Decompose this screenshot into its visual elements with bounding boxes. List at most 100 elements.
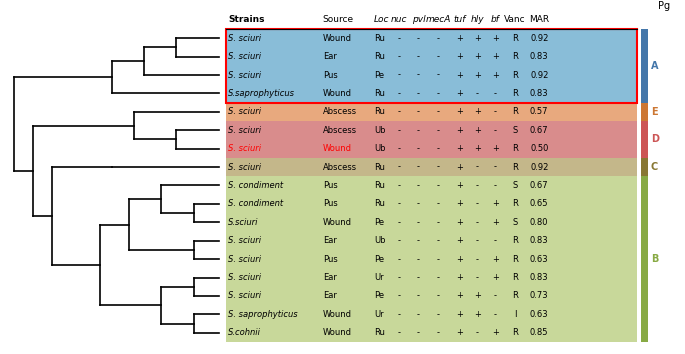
Bar [226, 103, 637, 121]
Text: -: - [397, 310, 400, 319]
Text: S. sciuri: S. sciuri [228, 52, 261, 61]
Bar [226, 158, 637, 176]
Text: -: - [417, 255, 420, 264]
Text: Strains: Strains [228, 15, 264, 24]
Text: Ear: Ear [323, 236, 336, 245]
Text: nuc: nuc [390, 15, 407, 24]
Text: +: + [492, 70, 499, 80]
Text: 0.50: 0.50 [530, 144, 549, 153]
Text: S: S [512, 181, 518, 190]
Text: -: - [476, 255, 479, 264]
Text: 0.85: 0.85 [530, 328, 549, 337]
Text: Pe: Pe [374, 255, 384, 264]
Text: Wound: Wound [323, 310, 351, 319]
Text: R: R [512, 199, 518, 209]
Text: -: - [476, 199, 479, 209]
Bar [641, 121, 648, 158]
Text: R: R [512, 107, 518, 116]
Text: -: - [436, 328, 440, 337]
Text: -: - [397, 218, 400, 227]
Text: Ru: Ru [374, 52, 385, 61]
Text: +: + [492, 34, 499, 43]
Text: +: + [456, 218, 463, 227]
Text: -: - [397, 291, 400, 301]
Text: S. saprophyticus: S. saprophyticus [228, 310, 298, 319]
Text: -: - [397, 52, 400, 61]
Text: +: + [456, 181, 463, 190]
Text: +: + [492, 218, 499, 227]
Text: Pe: Pe [374, 291, 384, 301]
Text: bf: bf [491, 15, 499, 24]
Text: Ub: Ub [374, 236, 386, 245]
Text: +: + [492, 52, 499, 61]
Text: -: - [397, 328, 400, 337]
Text: -: - [436, 218, 440, 227]
Text: Source: Source [323, 15, 353, 24]
Text: +: + [456, 107, 463, 116]
Text: R: R [512, 89, 518, 98]
Text: -: - [494, 310, 497, 319]
Text: +: + [456, 34, 463, 43]
Text: Pe: Pe [374, 218, 384, 227]
Text: Wound: Wound [323, 328, 351, 337]
Text: 0.80: 0.80 [530, 218, 549, 227]
Text: +: + [474, 291, 481, 301]
Text: +: + [492, 328, 499, 337]
Text: +: + [474, 144, 481, 153]
Text: -: - [397, 273, 400, 282]
Text: -: - [417, 236, 420, 245]
Text: -: - [397, 255, 400, 264]
Text: E: E [651, 107, 658, 117]
Text: R: R [512, 162, 518, 172]
Text: -: - [436, 89, 440, 98]
Text: R: R [512, 144, 518, 153]
Text: Ru: Ru [374, 34, 385, 43]
Text: D: D [651, 135, 659, 144]
Text: -: - [417, 291, 420, 301]
Text: -: - [436, 199, 440, 209]
Bar [226, 324, 637, 342]
Text: +: + [456, 162, 463, 172]
Text: R: R [512, 70, 518, 80]
Text: I: I [514, 310, 516, 319]
Text: -: - [436, 291, 440, 301]
Text: Ru: Ru [374, 328, 385, 337]
Text: S. sciuri: S. sciuri [228, 144, 261, 153]
Text: S. sciuri: S. sciuri [228, 162, 261, 172]
Bar [226, 287, 637, 305]
Text: -: - [417, 328, 420, 337]
Text: tuf: tuf [453, 15, 466, 24]
Text: +: + [456, 89, 463, 98]
Text: S. sciuri: S. sciuri [228, 34, 261, 43]
Text: -: - [476, 89, 479, 98]
Text: pvl: pvl [412, 15, 425, 24]
Text: Pus: Pus [323, 70, 338, 80]
Text: +: + [456, 144, 463, 153]
Text: -: - [417, 107, 420, 116]
Text: 0.67: 0.67 [530, 126, 549, 135]
Bar [641, 176, 648, 342]
Text: +: + [492, 199, 499, 209]
Bar [226, 250, 637, 268]
Text: S. sciuri: S. sciuri [228, 273, 261, 282]
Text: R: R [512, 34, 518, 43]
Text: Ru: Ru [374, 162, 385, 172]
Text: -: - [494, 126, 497, 135]
Text: -: - [417, 273, 420, 282]
Text: -: - [476, 181, 479, 190]
Text: -: - [417, 181, 420, 190]
Text: R: R [512, 273, 518, 282]
Text: -: - [476, 236, 479, 245]
Text: S.saprophyticus: S.saprophyticus [228, 89, 295, 98]
Text: Ear: Ear [323, 273, 336, 282]
Text: -: - [494, 162, 497, 172]
Text: Pg: Pg [658, 1, 671, 11]
Text: -: - [417, 218, 420, 227]
Bar [226, 213, 637, 232]
Text: -: - [494, 236, 497, 245]
Text: -: - [397, 89, 400, 98]
Text: -: - [397, 126, 400, 135]
Text: +: + [474, 310, 481, 319]
Text: +: + [456, 52, 463, 61]
Text: C: C [651, 162, 658, 172]
